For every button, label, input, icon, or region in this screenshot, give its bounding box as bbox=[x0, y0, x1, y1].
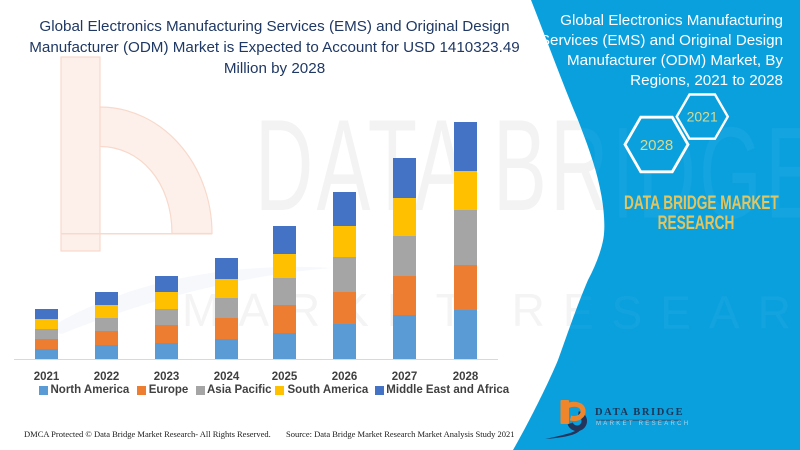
svg-text:2028: 2028 bbox=[640, 137, 673, 154]
svg-text:MARKET RESEARCH: MARKET RESEARCH bbox=[182, 287, 800, 339]
svg-text:2021: 2021 bbox=[687, 109, 718, 125]
